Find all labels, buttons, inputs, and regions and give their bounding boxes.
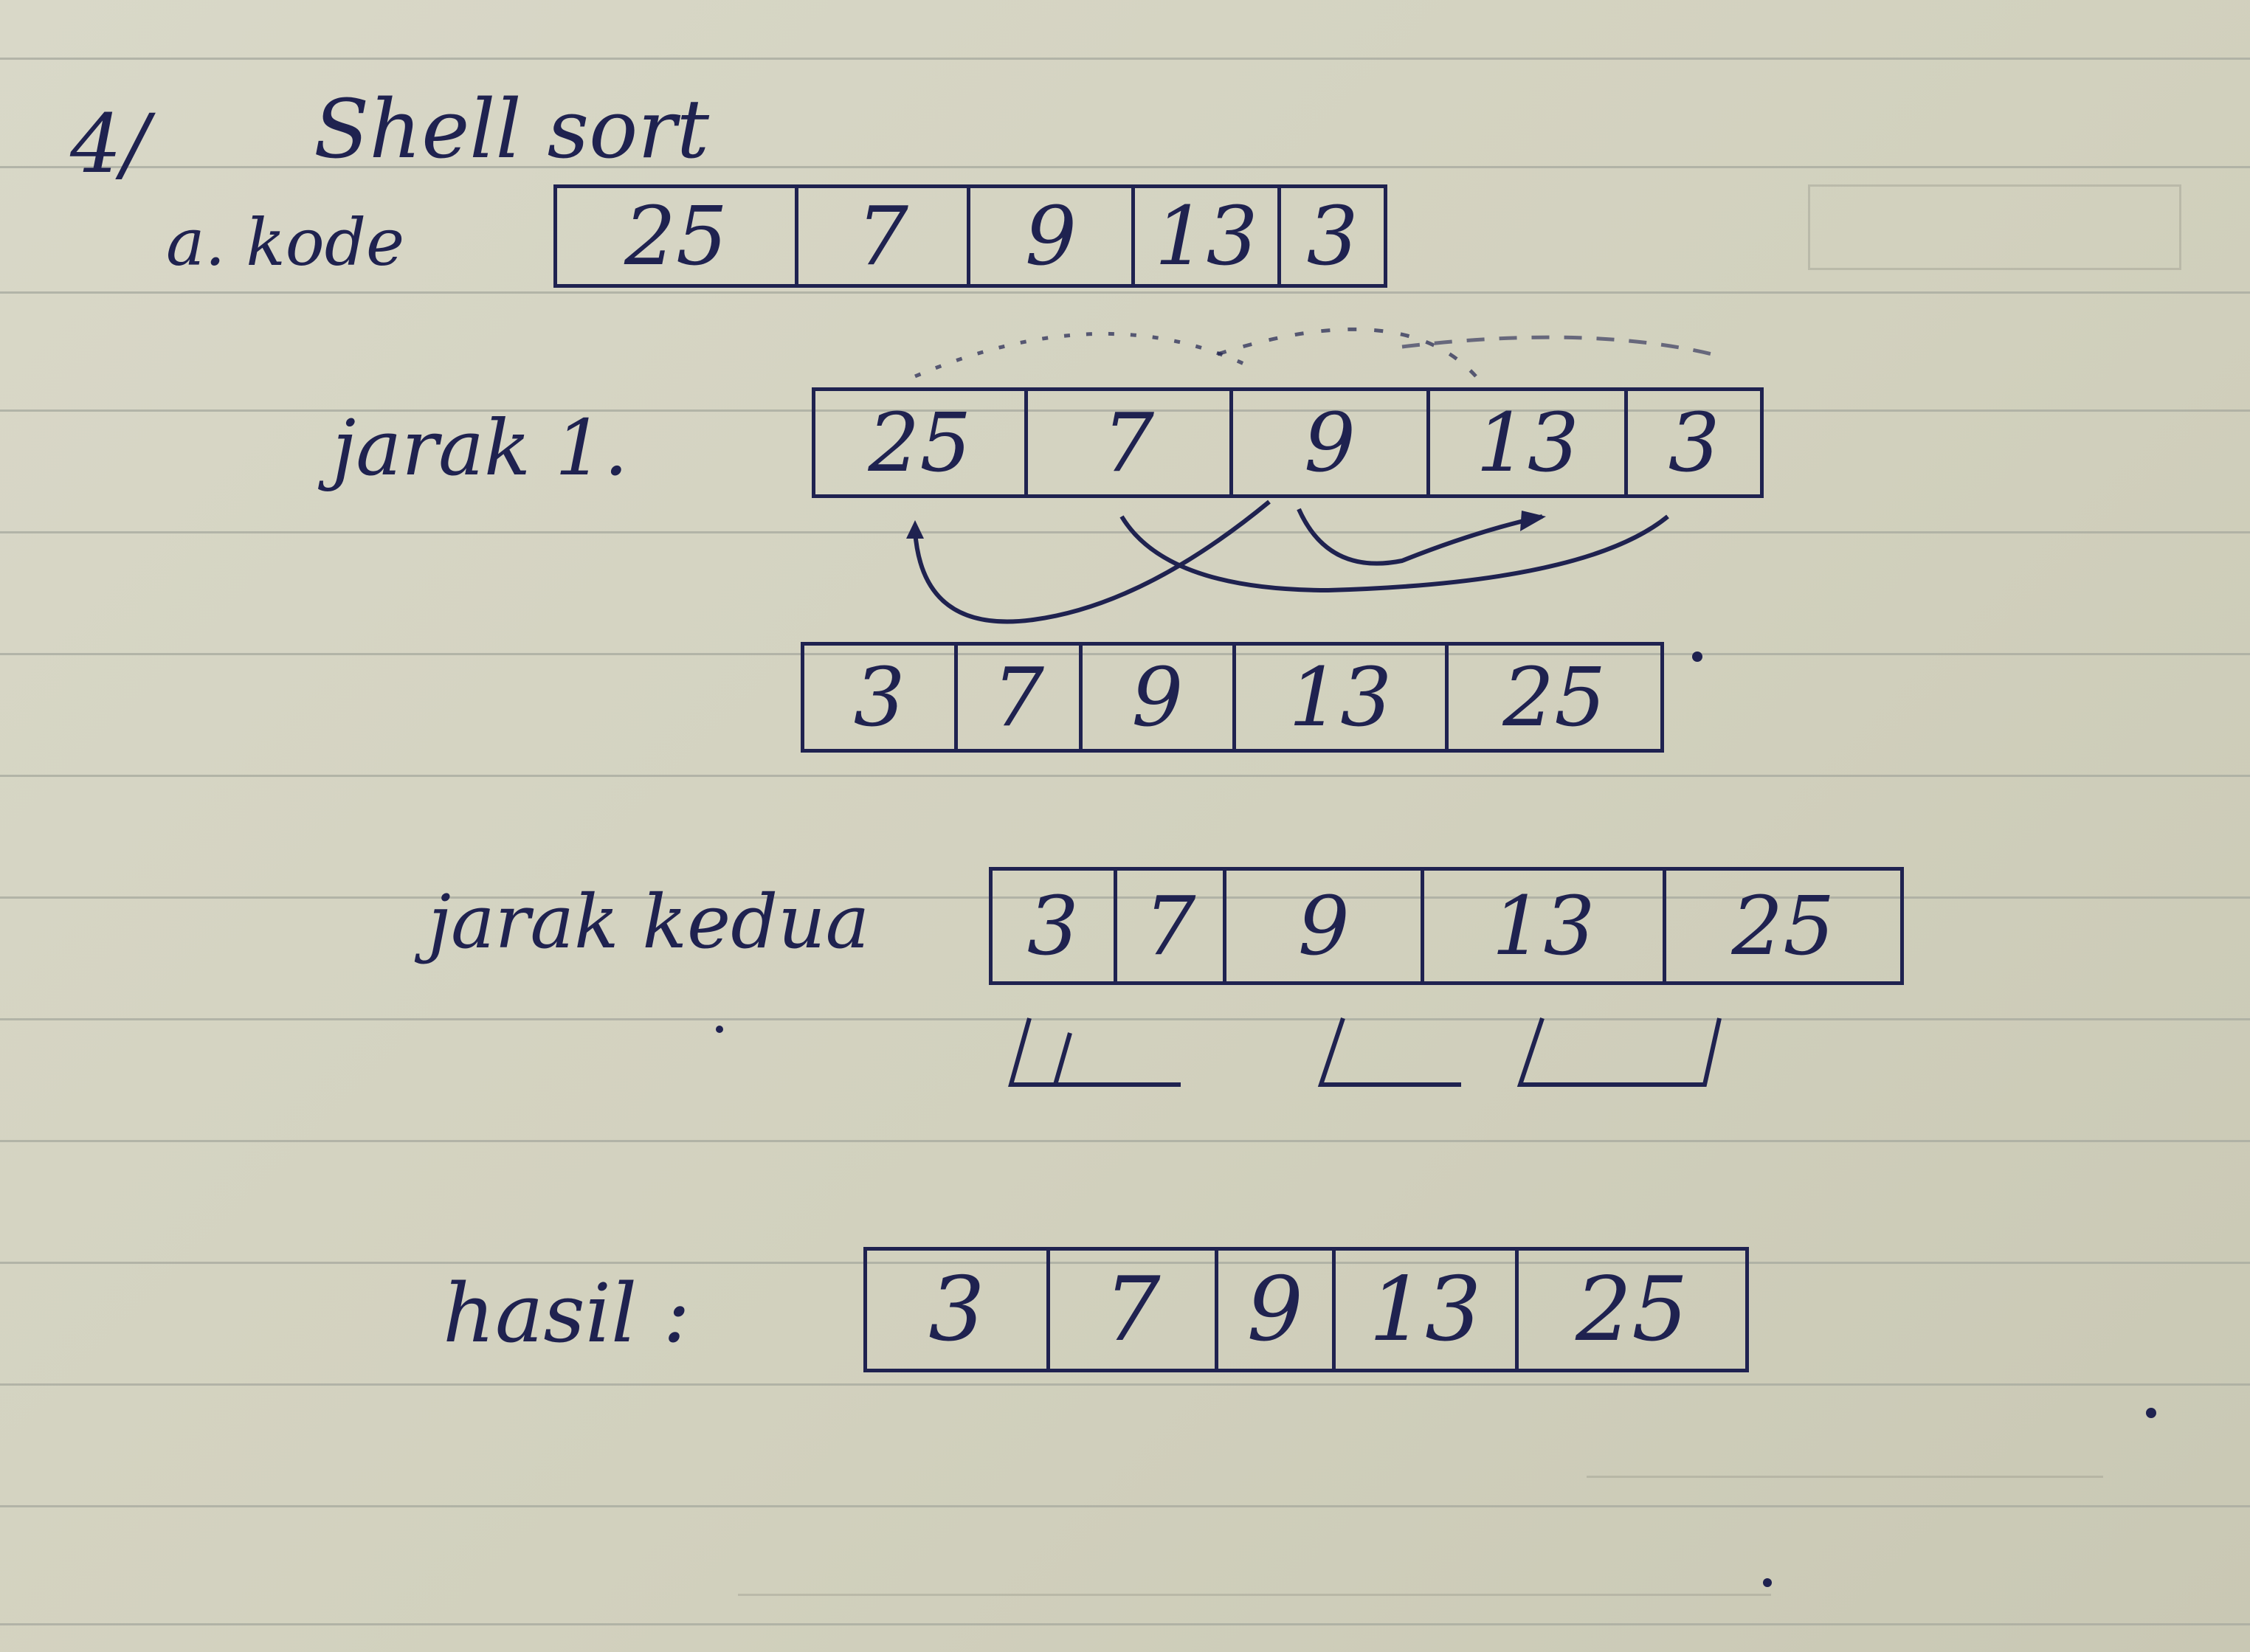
array-cell: 7: [958, 646, 1083, 749]
page-title: Shell sort: [314, 82, 710, 176]
array-cell: 7: [798, 188, 970, 284]
ruled-line: [0, 531, 2250, 533]
ruled-line: [0, 653, 2250, 655]
array-cell: 3: [867, 1251, 1050, 1369]
dotted-swap-arc: [1401, 335, 1713, 356]
array-cell: 13: [1236, 646, 1449, 749]
array-cell: 13: [1135, 188, 1282, 284]
ink-dot: [2146, 1408, 2156, 1418]
final-label: hasil :: [443, 1266, 691, 1361]
step2-label: jarak kedua: [428, 879, 870, 965]
array-cell: 13: [1430, 391, 1629, 494]
swap-arrow: [1119, 514, 1669, 593]
ruled-line: [0, 409, 2250, 412]
dotted-swap-arc: [1217, 327, 1477, 378]
swap-arrow: [1297, 508, 1543, 566]
array-cell: 7: [1117, 871, 1227, 981]
step1-label: jarak 1.: [332, 403, 629, 493]
ruled-line: [0, 775, 2250, 777]
arrow-head: [906, 520, 924, 539]
dotted-swap-arc: [914, 331, 1256, 379]
array-cell: 3: [1668, 395, 1720, 490]
step2-array: 3 7 9 13 25: [989, 867, 1904, 985]
array-cell: 9: [970, 188, 1136, 284]
array-cell: 7: [1028, 391, 1233, 494]
ink-dot: [1763, 1578, 1772, 1587]
arrow-head: [1520, 511, 1546, 531]
array-cell: 25: [815, 391, 1028, 494]
ruled-line: [0, 1505, 2250, 1507]
ink-dot: [1692, 652, 1702, 662]
ruled-line: [0, 291, 2250, 294]
initial-label: a. kode: [166, 204, 405, 280]
array-cell: 9: [1218, 1251, 1336, 1369]
step1-result-array: 3 7 9 13 25: [801, 642, 1664, 753]
ink-dot: [716, 1026, 723, 1033]
array-cell: 13: [1424, 871, 1666, 981]
ruled-line: [0, 1383, 2250, 1386]
ruled-line: [0, 1140, 2250, 1142]
array-cell: 7: [1050, 1251, 1219, 1369]
array-cell: 9: [1233, 391, 1431, 494]
problem-number: 4/: [70, 97, 150, 191]
ruled-line: [0, 166, 2250, 168]
ruled-line: [0, 1018, 2250, 1020]
array-cell: 13: [1336, 1251, 1519, 1369]
ruled-line: [0, 58, 2250, 60]
comparison-bracket: [1008, 1017, 1722, 1087]
array-cell: 3: [804, 646, 959, 749]
ruled-line: [0, 896, 2250, 899]
initial-array: 25 7 9 13 3: [553, 184, 1387, 288]
ruled-line: [0, 1262, 2250, 1264]
step1-array: 25 7 9 13 3: [812, 387, 1764, 498]
array-cell: 3: [993, 871, 1117, 981]
array-cell: 25: [1502, 650, 1607, 744]
array-cell: 25: [557, 188, 799, 284]
final-array: 3 7 9 13 25: [863, 1247, 1749, 1372]
array-cell: 9: [1083, 646, 1236, 749]
array-cell: 25: [1575, 1258, 1688, 1361]
ruled-line: [0, 1623, 2250, 1625]
array-cell: 3: [1306, 189, 1359, 283]
array-cell: 25: [1731, 879, 1835, 973]
array-cell: 9: [1226, 871, 1425, 981]
swap-arrow: [913, 500, 1271, 624]
